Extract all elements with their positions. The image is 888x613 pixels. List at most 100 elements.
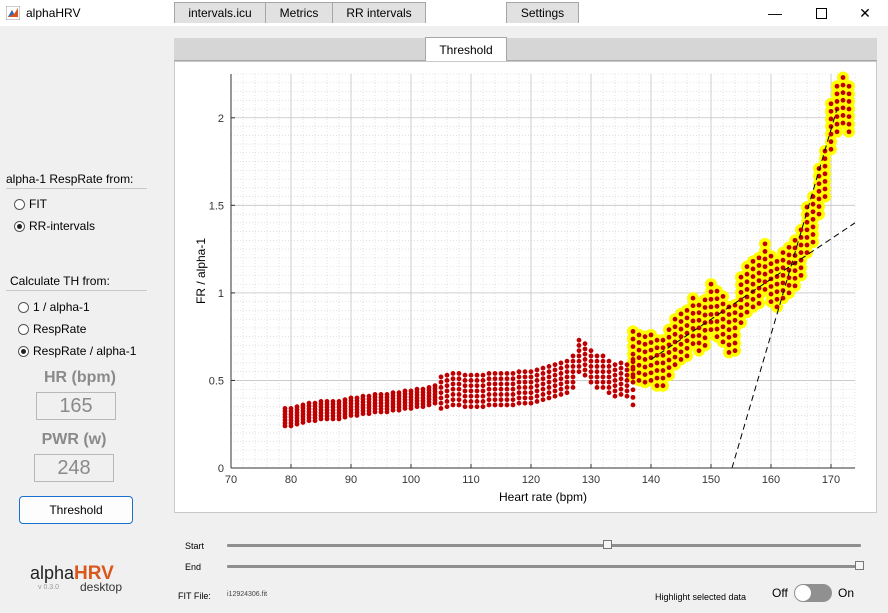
data-point xyxy=(570,358,576,364)
data-point xyxy=(672,331,678,337)
data-point xyxy=(498,392,504,397)
data-point xyxy=(540,376,546,382)
end-slider-track[interactable] xyxy=(227,565,861,568)
data-point xyxy=(516,369,522,375)
data-point xyxy=(768,291,774,297)
title-bar: alphaHRV — ✕ xyxy=(0,0,888,26)
start-slider-track[interactable] xyxy=(227,544,861,547)
data-point xyxy=(438,374,444,380)
hr-label: HR (bpm) xyxy=(44,369,116,386)
maximize-button[interactable] xyxy=(798,0,844,26)
close-button[interactable]: ✕ xyxy=(842,0,888,26)
data-point xyxy=(684,338,690,344)
radio-circle[interactable] xyxy=(18,345,29,357)
data-point xyxy=(564,385,570,390)
radio-inv-alpha[interactable]: 1 / alpha-1 xyxy=(18,300,90,314)
data-point xyxy=(438,400,444,406)
tab-settings[interactable]: Settings xyxy=(506,2,579,23)
start-slider-thumb[interactable] xyxy=(603,540,613,549)
data-point xyxy=(696,340,702,346)
data-point xyxy=(630,366,636,372)
minimize-button[interactable]: — xyxy=(752,0,798,26)
data-point xyxy=(666,357,672,363)
data-point xyxy=(720,301,726,307)
data-point xyxy=(606,379,612,385)
data-point xyxy=(510,386,516,392)
radio-resprate-alpha[interactable]: RespRate / alpha-1 xyxy=(18,344,136,358)
threshold-button[interactable]: Threshold xyxy=(19,496,133,524)
tab-rr-intervals[interactable]: RR intervals xyxy=(332,2,426,23)
data-point xyxy=(624,383,630,389)
data-point xyxy=(756,263,762,268)
data-point xyxy=(558,376,564,382)
radio-circle[interactable] xyxy=(18,323,29,335)
data-point xyxy=(660,345,666,351)
data-point xyxy=(672,354,678,360)
logo-version: v 0.3.0 xyxy=(38,584,60,591)
radio-circle[interactable] xyxy=(14,198,25,210)
alphahrv-logo: alphaHRV xyxy=(30,563,114,585)
data-point xyxy=(492,371,498,376)
data-point xyxy=(588,348,594,354)
data-point xyxy=(678,334,684,340)
tab-bar xyxy=(174,38,877,61)
data-point xyxy=(702,343,708,348)
data-point xyxy=(456,371,462,376)
tab-threshold[interactable]: Threshold xyxy=(425,37,507,61)
data-point xyxy=(642,379,648,385)
data-point xyxy=(750,258,756,264)
data-point xyxy=(558,365,564,371)
data-point xyxy=(822,163,828,169)
toggle-knob[interactable] xyxy=(795,585,811,601)
data-point xyxy=(522,369,528,375)
tab-metrics[interactable]: Metrics xyxy=(265,2,333,23)
data-point xyxy=(696,310,702,316)
data-point xyxy=(582,351,588,357)
data-point xyxy=(846,114,852,120)
data-point xyxy=(774,258,780,264)
start-slider-label: Start xyxy=(185,541,205,551)
radio-rr-intervals[interactable]: RR-intervals xyxy=(14,219,95,233)
radio-label: RespRate / alpha-1 xyxy=(33,344,137,358)
data-point xyxy=(786,282,792,288)
data-point xyxy=(732,325,738,331)
divider xyxy=(6,290,147,291)
radio-resprate[interactable]: RespRate xyxy=(18,322,86,336)
data-point xyxy=(330,399,336,404)
data-point xyxy=(420,386,426,392)
data-point xyxy=(684,308,690,313)
data-point xyxy=(828,124,834,129)
data-point xyxy=(504,381,510,387)
data-point xyxy=(498,402,504,408)
radio-circle[interactable] xyxy=(18,301,29,313)
tab-intervals-icu[interactable]: intervals.icu xyxy=(174,2,266,23)
data-point xyxy=(522,379,528,385)
data-point xyxy=(714,326,720,332)
data-point xyxy=(492,402,498,408)
data-point xyxy=(846,99,852,104)
data-point xyxy=(624,378,630,383)
radio-circle[interactable] xyxy=(14,220,25,232)
radio-fit[interactable]: FIT xyxy=(14,197,47,211)
data-point xyxy=(720,293,726,299)
maximize-icon xyxy=(815,7,827,19)
data-point xyxy=(438,390,444,396)
data-point xyxy=(732,310,738,316)
data-point xyxy=(558,392,564,397)
data-point xyxy=(798,257,804,263)
data-point xyxy=(810,239,816,245)
highlight-toggle[interactable] xyxy=(794,584,832,602)
data-point xyxy=(612,378,618,383)
data-point xyxy=(444,388,450,394)
data-point xyxy=(720,339,726,345)
data-point xyxy=(582,367,588,373)
data-point xyxy=(528,369,534,375)
data-point xyxy=(492,381,498,387)
data-point xyxy=(540,397,546,403)
end-slider-thumb[interactable] xyxy=(855,561,864,570)
data-point xyxy=(612,383,618,389)
data-point xyxy=(750,281,756,287)
data-point xyxy=(762,279,768,285)
data-point xyxy=(558,360,564,366)
data-point xyxy=(630,329,636,334)
